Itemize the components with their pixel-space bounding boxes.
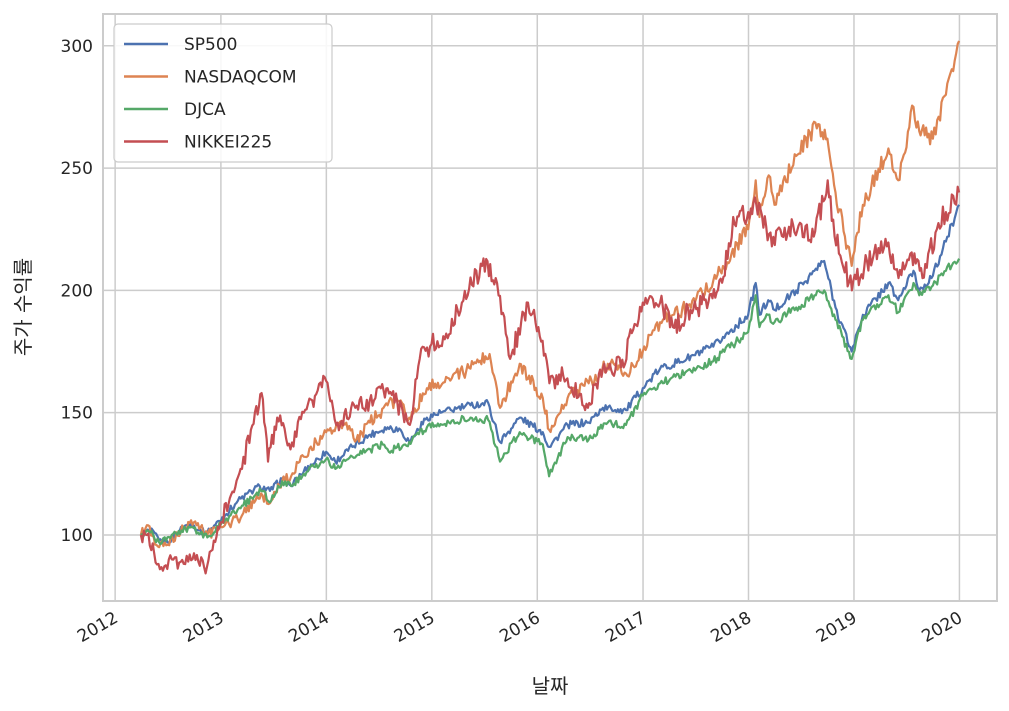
legend: SP500 NASDAQCOM DJCA NIKKEI225 bbox=[113, 23, 333, 163]
x-tick-label: 2014 bbox=[285, 608, 332, 647]
y-tick-label: 200 bbox=[61, 281, 93, 301]
x-axis-ticks: 2012 2013 2014 2015 2016 2017 2018 2019 2020 bbox=[74, 608, 966, 647]
y-axis-label: 주가 수익률 bbox=[11, 258, 35, 356]
plot-frame bbox=[102, 13, 998, 602]
y-tick-label: 100 bbox=[61, 526, 93, 546]
series-line-sp500 bbox=[139, 204, 961, 546]
x-tick-label: 2016 bbox=[496, 608, 543, 647]
x-tick-label: 2012 bbox=[74, 608, 121, 647]
x-tick-label: 2020 bbox=[918, 608, 965, 647]
x-tick-label: 2017 bbox=[602, 608, 649, 647]
x-tick-label: 2015 bbox=[391, 608, 438, 647]
y-tick-label: 250 bbox=[61, 159, 93, 179]
y-axis-ticks: 100 150 200 250 300 bbox=[61, 37, 93, 546]
legend-box bbox=[113, 23, 333, 163]
legend-label-nikkei225: NIKKEI225 bbox=[184, 133, 272, 153]
y-tick-label: 300 bbox=[61, 37, 93, 57]
series-layer bbox=[139, 40, 961, 575]
series-line-nikkei225 bbox=[139, 179, 961, 575]
series-line-djca bbox=[140, 258, 961, 546]
x-tick-label: 2013 bbox=[180, 608, 227, 647]
x-tick-label: 2019 bbox=[813, 608, 860, 647]
x-axis-label: 날짜 bbox=[532, 674, 569, 698]
legend-label-sp500: SP500 bbox=[184, 35, 238, 55]
x-tick-label: 2018 bbox=[708, 608, 755, 647]
legend-label-nasdaqcom: NASDAQCOM bbox=[184, 68, 297, 88]
legend-label-djca: DJCA bbox=[184, 100, 226, 120]
y-tick-label: 150 bbox=[61, 404, 93, 424]
